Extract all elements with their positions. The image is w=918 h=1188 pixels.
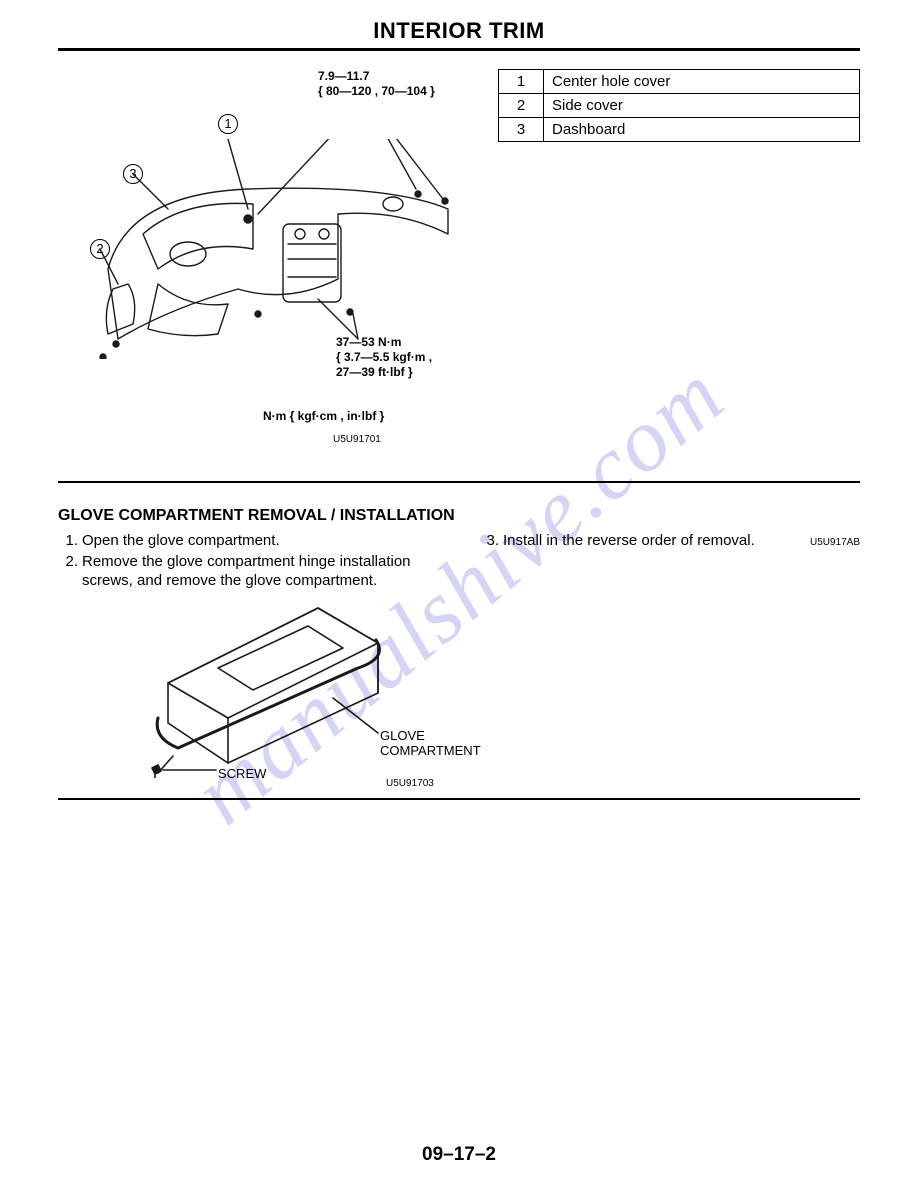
part-number-cell: 1 (499, 70, 544, 94)
step-number: 3. (479, 531, 503, 551)
part-name-cell: Center hole cover (544, 70, 860, 94)
step-item: 3. Install in the reverse order of remov… (479, 531, 860, 551)
dashboard-diagram: 7.9—11.7 { 80—120 , 70—104 } 1 3 2 (88, 69, 468, 459)
left-column: 1. Open the glove compartment. 2. Remove… (58, 531, 439, 592)
torque-value: { 3.7—5.5 kgf·m , (336, 350, 432, 364)
table-row: 3 Dashboard (499, 118, 860, 142)
torque-value: 27—39 ft·lbf } (336, 365, 413, 379)
torque-value: 37—53 N·m (336, 335, 401, 349)
section-rule (58, 481, 860, 483)
figure-id: U5U91701 (333, 434, 381, 445)
step-item: 1. Open the glove compartment. (58, 531, 439, 551)
table-row: 2 Side cover (499, 94, 860, 118)
instruction-columns: 1. Open the glove compartment. 2. Remove… (58, 531, 860, 592)
figure-id: U5U91703 (386, 778, 434, 789)
glove-diagram: SCREW GLOVE COMPARTMENT U5U91703 (58, 598, 860, 798)
glove-sketch-icon (108, 598, 408, 778)
callout-1-icon: 1 (218, 114, 238, 134)
step-number: 2. (58, 552, 82, 591)
part-number-cell: 3 (499, 118, 544, 142)
top-section: 1 Center hole cover 2 Side cover 3 Dashb… (58, 51, 860, 481)
part-name-cell: Dashboard (544, 118, 860, 142)
part-number-cell: 2 (499, 94, 544, 118)
glove-compartment-label: GLOVE COMPARTMENT (380, 728, 481, 759)
glove-section: GLOVE COMPARTMENT REMOVAL / INSTALLATION… (58, 507, 860, 798)
dashboard-sketch-icon (88, 139, 458, 359)
step-text: Open the glove compartment. (82, 531, 280, 551)
table-row: 1 Center hole cover (499, 70, 860, 94)
label-line: COMPARTMENT (380, 743, 481, 758)
torque-spec-bottom: 37—53 N·m { 3.7—5.5 kgf·m , 27—39 ft·lbf… (336, 335, 432, 380)
step-item: 2. Remove the glove compartment hinge in… (58, 552, 439, 591)
unit-note: N·m { kgf·cm , in·lbf } (263, 409, 384, 423)
reference-code: U5U917AB (810, 537, 860, 548)
label-line: GLOVE (380, 728, 425, 743)
page-title: INTERIOR TRIM (58, 18, 860, 48)
step-text: Install in the reverse order of removal. (503, 531, 755, 551)
step-text: Remove the glove compartment hinge insta… (82, 552, 439, 591)
page-content: INTERIOR TRIM 1 Center hole cover 2 Side… (0, 0, 918, 800)
part-name-cell: Side cover (544, 94, 860, 118)
section-heading: GLOVE COMPARTMENT REMOVAL / INSTALLATION (58, 507, 860, 525)
right-column: 3. Install in the reverse order of remov… (479, 531, 860, 592)
section-rule (58, 798, 860, 800)
step-number: 1. (58, 531, 82, 551)
torque-value: 7.9—11.7 (318, 69, 369, 83)
page-number: 09–17–2 (0, 1144, 918, 1166)
screw-label: SCREW (218, 766, 266, 782)
torque-value: { 80—120 , 70—104 } (318, 84, 435, 98)
torque-spec-top: 7.9—11.7 { 80—120 , 70—104 } (318, 69, 435, 99)
parts-table: 1 Center hole cover 2 Side cover 3 Dashb… (498, 69, 860, 142)
